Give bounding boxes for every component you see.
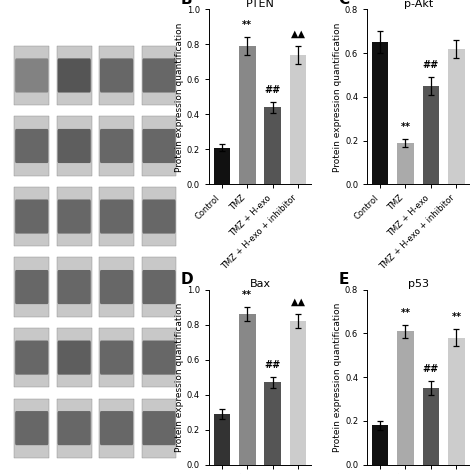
Text: **: ** [401, 308, 410, 318]
FancyBboxPatch shape [99, 46, 134, 105]
Bar [290, 321, 306, 465]
FancyBboxPatch shape [14, 187, 49, 246]
FancyBboxPatch shape [15, 200, 48, 234]
FancyBboxPatch shape [142, 46, 176, 105]
Y-axis label: Protein expression quantification: Protein expression quantification [333, 302, 342, 452]
Bar [423, 388, 439, 465]
FancyBboxPatch shape [142, 340, 175, 374]
FancyBboxPatch shape [100, 340, 133, 374]
FancyBboxPatch shape [100, 129, 133, 163]
Title: PTEN: PTEN [246, 0, 274, 9]
Text: **: ** [242, 290, 252, 300]
Bar [264, 382, 281, 465]
Text: D: D [180, 272, 193, 287]
FancyBboxPatch shape [14, 399, 49, 458]
FancyBboxPatch shape [100, 411, 133, 445]
FancyBboxPatch shape [15, 340, 48, 374]
FancyBboxPatch shape [100, 270, 133, 304]
Text: C: C [338, 0, 350, 7]
Text: **: ** [401, 121, 410, 132]
Bar [372, 42, 388, 184]
Bar [214, 414, 230, 465]
FancyBboxPatch shape [100, 58, 133, 92]
Text: ##: ## [264, 85, 281, 95]
Bar [448, 337, 465, 465]
FancyBboxPatch shape [99, 117, 134, 175]
Text: ##: ## [423, 60, 439, 70]
FancyBboxPatch shape [57, 58, 91, 92]
FancyBboxPatch shape [142, 129, 175, 163]
Y-axis label: Protein expression quantification: Protein expression quantification [175, 22, 184, 172]
Bar [397, 143, 414, 184]
Title: Bax: Bax [249, 279, 271, 289]
Text: **: ** [451, 312, 461, 322]
Text: E: E [338, 272, 349, 287]
FancyBboxPatch shape [14, 117, 49, 175]
FancyBboxPatch shape [142, 117, 176, 175]
FancyBboxPatch shape [15, 270, 48, 304]
Bar [397, 331, 414, 465]
FancyBboxPatch shape [142, 411, 175, 445]
FancyBboxPatch shape [142, 187, 176, 246]
Bar [372, 425, 388, 465]
FancyBboxPatch shape [57, 46, 91, 105]
FancyBboxPatch shape [14, 46, 49, 105]
FancyBboxPatch shape [100, 200, 133, 234]
Bar [290, 55, 306, 184]
FancyBboxPatch shape [99, 187, 134, 246]
Text: ##: ## [264, 360, 281, 370]
Y-axis label: Protein expression quantification: Protein expression quantification [333, 22, 342, 172]
FancyBboxPatch shape [14, 257, 49, 317]
Y-axis label: Protein expression quantification: Protein expression quantification [175, 302, 184, 452]
FancyBboxPatch shape [15, 129, 48, 163]
FancyBboxPatch shape [57, 270, 91, 304]
FancyBboxPatch shape [142, 399, 176, 458]
FancyBboxPatch shape [14, 328, 49, 387]
FancyBboxPatch shape [57, 411, 91, 445]
Bar [448, 49, 465, 184]
FancyBboxPatch shape [57, 257, 91, 317]
FancyBboxPatch shape [99, 257, 134, 317]
FancyBboxPatch shape [142, 58, 175, 92]
Text: ##: ## [423, 365, 439, 374]
Bar [239, 314, 255, 465]
FancyBboxPatch shape [99, 399, 134, 458]
Bar [214, 148, 230, 184]
FancyBboxPatch shape [15, 411, 48, 445]
FancyBboxPatch shape [57, 117, 91, 175]
FancyBboxPatch shape [57, 129, 91, 163]
Text: B: B [180, 0, 192, 7]
Text: ▲▲: ▲▲ [291, 29, 306, 39]
FancyBboxPatch shape [142, 200, 175, 234]
Bar [264, 108, 281, 184]
Bar [423, 86, 439, 184]
FancyBboxPatch shape [57, 328, 91, 387]
Bar [239, 46, 255, 184]
FancyBboxPatch shape [99, 328, 134, 387]
FancyBboxPatch shape [57, 187, 91, 246]
FancyBboxPatch shape [15, 58, 48, 92]
FancyBboxPatch shape [142, 270, 175, 304]
Text: ▲▲: ▲▲ [291, 297, 306, 307]
FancyBboxPatch shape [57, 200, 91, 234]
FancyBboxPatch shape [142, 257, 176, 317]
FancyBboxPatch shape [57, 399, 91, 458]
Text: **: ** [242, 20, 252, 30]
FancyBboxPatch shape [142, 328, 176, 387]
FancyBboxPatch shape [57, 340, 91, 374]
Title: p-Akt: p-Akt [403, 0, 433, 9]
Title: p53: p53 [408, 279, 428, 289]
